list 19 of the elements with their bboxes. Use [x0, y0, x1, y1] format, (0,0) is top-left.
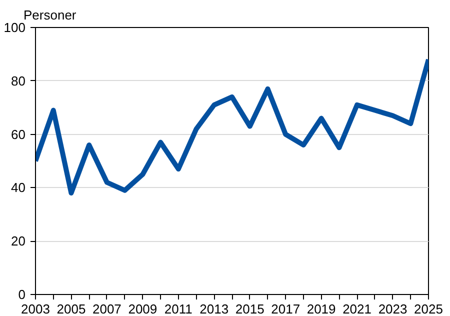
- x-tick-label: 2007: [92, 302, 122, 316]
- y-axis-title: Personer: [24, 8, 77, 22]
- x-tick-label: 2003: [21, 302, 50, 316]
- x-tick-label: 2023: [378, 302, 408, 316]
- x-tick-label: 2021: [342, 302, 372, 316]
- y-tick-label: 0: [18, 287, 26, 302]
- x-tick-label: 2013: [200, 302, 229, 316]
- x-tick-label: 2025: [414, 302, 443, 316]
- y-tick-label: 60: [11, 126, 26, 142]
- x-tick-label: 2009: [128, 302, 158, 316]
- y-tick-label: 80: [11, 73, 26, 88]
- x-tick-label: 2015: [235, 302, 264, 316]
- x-tick-label: 2011: [164, 302, 192, 316]
- x-tick-label: 2017: [271, 302, 300, 316]
- y-tick-label: 100: [4, 20, 26, 35]
- y-tick-label: 40: [11, 180, 26, 196]
- x-tick-label: 2019: [306, 302, 336, 316]
- x-tick-label: 2005: [56, 302, 86, 316]
- y-tick-label: 20: [11, 234, 26, 249]
